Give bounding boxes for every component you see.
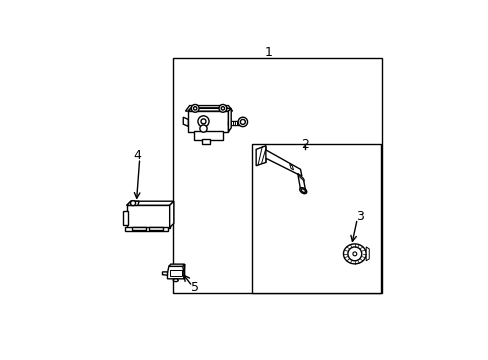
Circle shape — [352, 252, 356, 256]
Polygon shape — [297, 174, 305, 193]
Ellipse shape — [173, 279, 178, 282]
Polygon shape — [241, 120, 243, 125]
Circle shape — [198, 116, 208, 127]
Polygon shape — [256, 146, 265, 166]
Bar — [149, 227, 163, 230]
Ellipse shape — [301, 189, 305, 193]
Circle shape — [130, 201, 135, 206]
Polygon shape — [183, 117, 188, 126]
Polygon shape — [228, 108, 231, 132]
Bar — [188, 111, 228, 132]
Polygon shape — [231, 121, 232, 125]
Circle shape — [201, 119, 205, 124]
Text: 4: 4 — [133, 149, 141, 162]
Bar — [173, 58, 382, 293]
Ellipse shape — [343, 244, 366, 264]
Polygon shape — [167, 266, 183, 279]
Bar — [169, 270, 182, 276]
Bar — [251, 144, 380, 293]
Polygon shape — [185, 105, 232, 111]
Circle shape — [238, 117, 247, 127]
Polygon shape — [126, 201, 139, 205]
Polygon shape — [235, 121, 236, 125]
Text: 5: 5 — [191, 281, 199, 294]
Circle shape — [200, 125, 207, 132]
Bar — [122, 211, 127, 225]
Polygon shape — [188, 108, 229, 110]
Bar — [202, 139, 210, 144]
Ellipse shape — [299, 188, 306, 194]
Polygon shape — [183, 264, 184, 279]
Polygon shape — [366, 247, 368, 261]
Circle shape — [240, 120, 245, 125]
Circle shape — [193, 107, 197, 110]
Bar — [125, 227, 168, 231]
Circle shape — [219, 104, 226, 112]
Text: 1: 1 — [264, 46, 272, 59]
Bar — [193, 131, 223, 140]
Polygon shape — [168, 264, 184, 266]
Bar — [126, 205, 169, 228]
Polygon shape — [162, 272, 167, 275]
Polygon shape — [289, 164, 293, 170]
Circle shape — [221, 107, 224, 110]
Polygon shape — [126, 201, 173, 205]
Text: 2: 2 — [300, 138, 308, 151]
Polygon shape — [169, 201, 173, 228]
Bar — [228, 121, 241, 125]
Polygon shape — [298, 174, 304, 181]
Polygon shape — [260, 146, 301, 176]
Polygon shape — [188, 108, 231, 111]
Text: 3: 3 — [355, 210, 363, 223]
Circle shape — [347, 247, 361, 261]
Bar — [132, 227, 145, 230]
Circle shape — [191, 104, 199, 112]
